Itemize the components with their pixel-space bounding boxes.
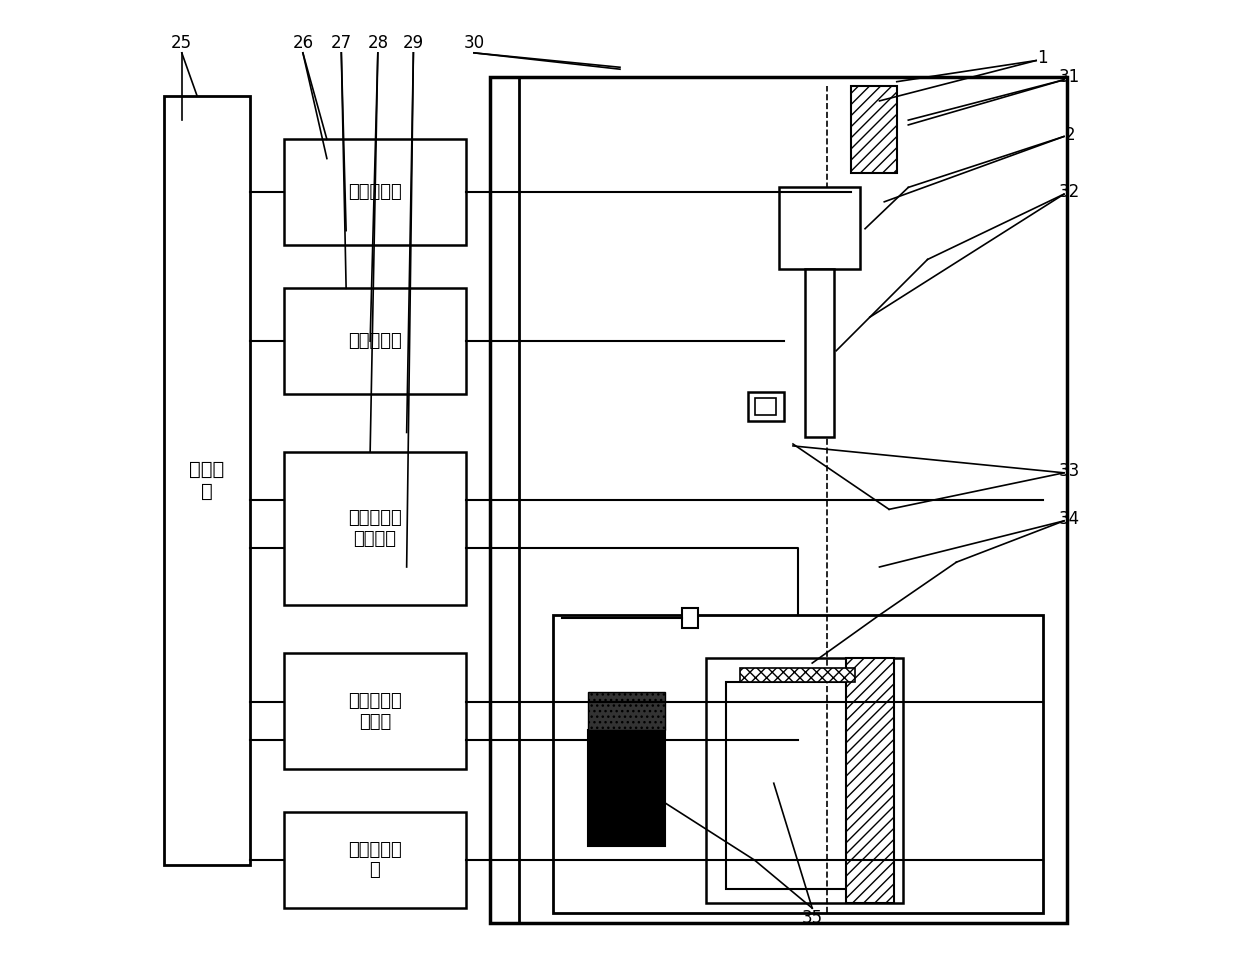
Text: 28: 28 bbox=[367, 35, 388, 52]
Bar bbox=[284, 812, 466, 908]
Text: 2: 2 bbox=[1064, 126, 1075, 143]
Bar bbox=[682, 608, 698, 628]
Bar bbox=[164, 96, 250, 865]
Text: 位移传感器
控制器: 位移传感器 控制器 bbox=[348, 692, 402, 730]
Text: 精密定位系
统控制器: 精密定位系 统控制器 bbox=[348, 509, 402, 548]
Text: 31: 31 bbox=[1059, 68, 1080, 86]
Text: 35: 35 bbox=[801, 909, 823, 926]
Bar bbox=[748, 392, 785, 421]
Text: 27: 27 bbox=[331, 35, 352, 52]
Text: 30: 30 bbox=[464, 35, 485, 52]
Bar bbox=[553, 615, 1043, 913]
Text: 29: 29 bbox=[403, 35, 424, 52]
Bar bbox=[851, 86, 897, 173]
Text: 1: 1 bbox=[1038, 49, 1048, 66]
Text: 26: 26 bbox=[293, 35, 314, 52]
Bar bbox=[588, 692, 665, 730]
Text: 主计算
机: 主计算 机 bbox=[190, 460, 224, 501]
Text: 图像采集卡: 图像采集卡 bbox=[348, 184, 402, 201]
Bar bbox=[284, 452, 466, 605]
Text: 34: 34 bbox=[1059, 510, 1080, 528]
Bar bbox=[806, 269, 835, 437]
Bar bbox=[490, 77, 1066, 923]
Bar bbox=[284, 139, 466, 245]
Bar bbox=[754, 398, 776, 415]
Bar bbox=[284, 288, 466, 394]
Bar bbox=[707, 658, 904, 903]
Text: 光源控制器: 光源控制器 bbox=[348, 333, 402, 350]
Bar bbox=[846, 658, 894, 903]
Bar bbox=[284, 653, 466, 769]
Text: 33: 33 bbox=[1059, 462, 1080, 480]
Text: 32: 32 bbox=[1059, 184, 1080, 201]
Bar bbox=[779, 187, 861, 269]
Text: 25: 25 bbox=[171, 35, 192, 52]
Bar bbox=[740, 668, 856, 682]
Bar bbox=[725, 682, 879, 889]
Bar bbox=[588, 730, 665, 846]
Text: 微夹钳控制
器: 微夹钳控制 器 bbox=[348, 841, 402, 879]
